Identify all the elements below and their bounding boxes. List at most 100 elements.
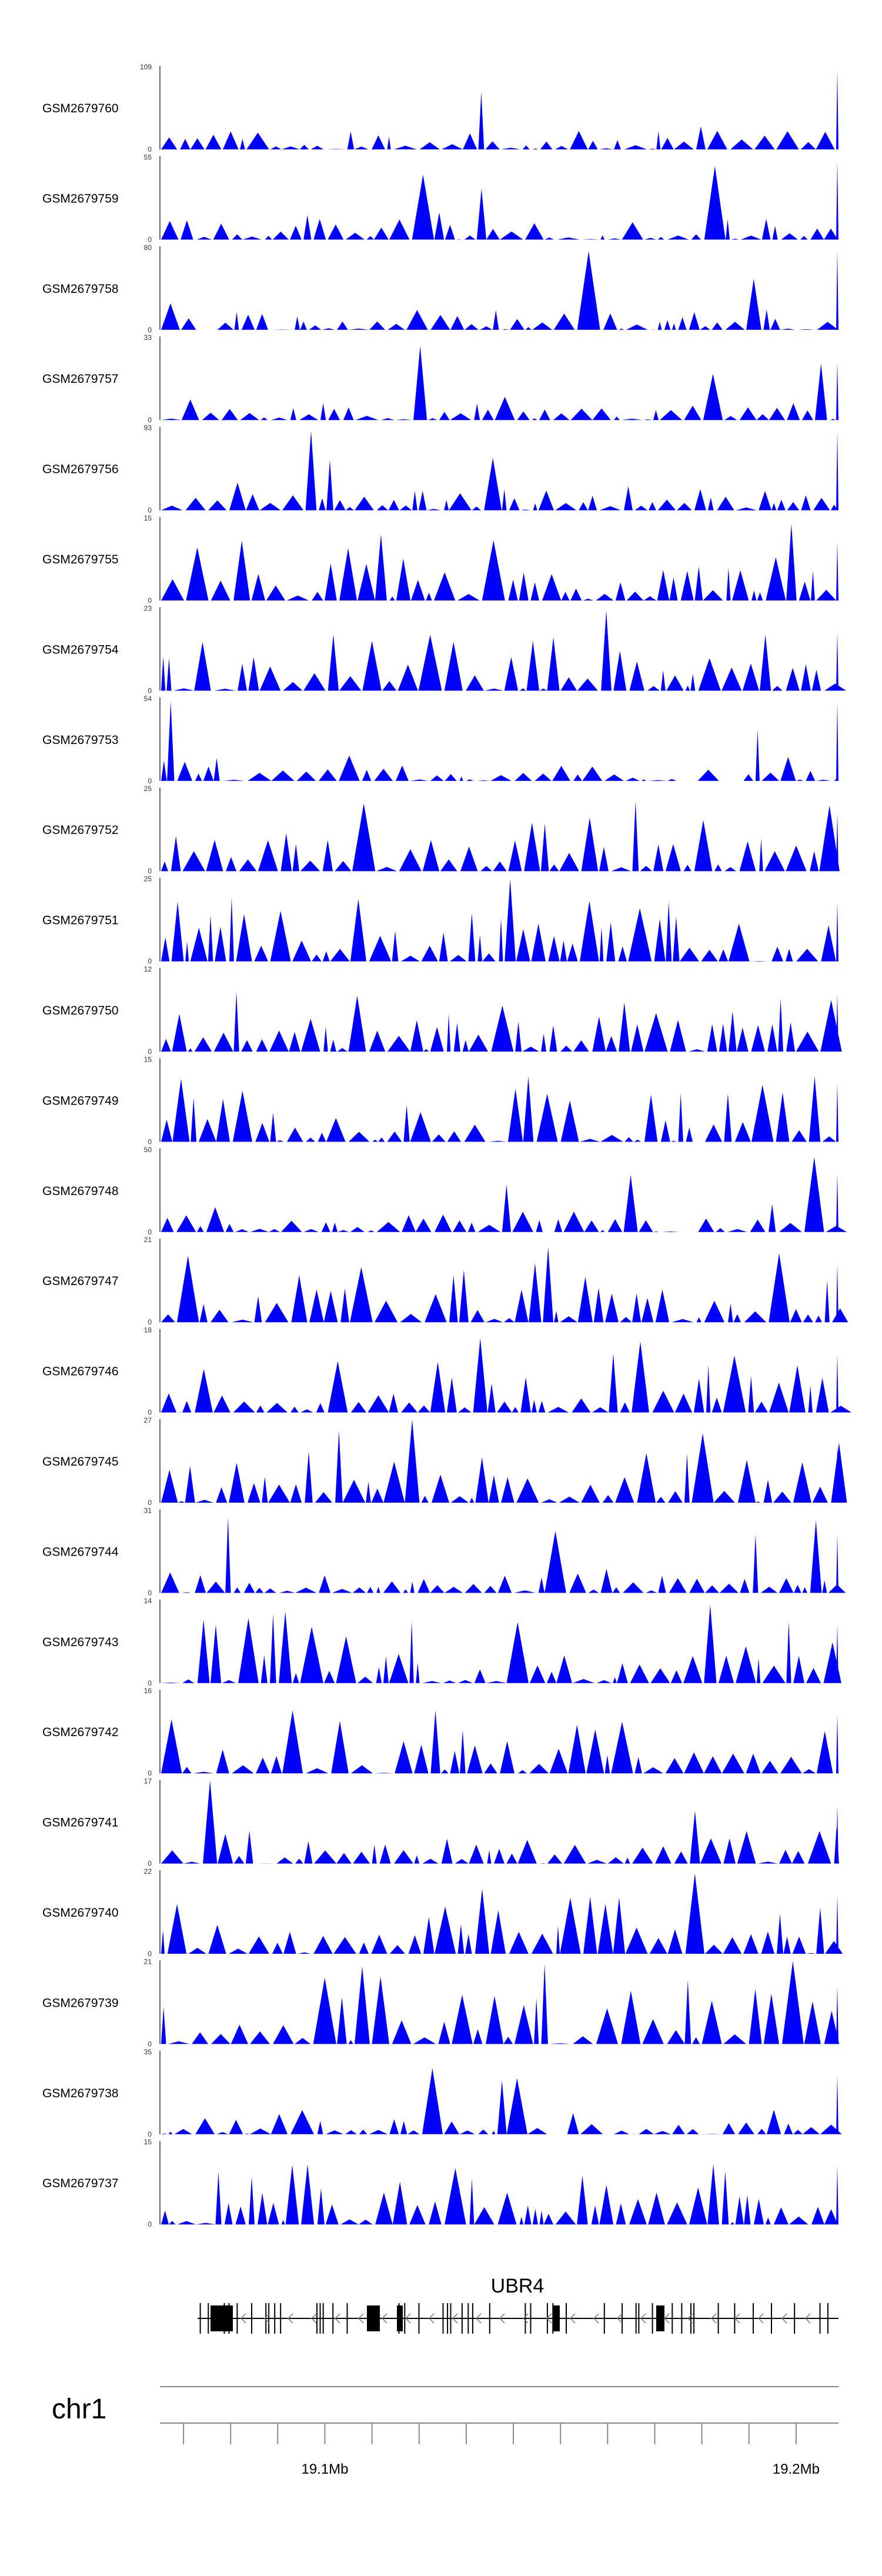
signal-area (160, 1338, 852, 1413)
track-label: GSM2679756 (42, 463, 119, 476)
axis-tick-label: 19.1Mb (301, 2461, 348, 2477)
signal-area (160, 346, 838, 421)
strand-arrow (428, 2313, 435, 2324)
strand-arrow (287, 2313, 293, 2324)
strand-arrow (710, 2313, 717, 2324)
track-label: GSM2679746 (42, 1365, 119, 1379)
signal-area (160, 1780, 839, 1864)
track-label: GSM2679737 (42, 2177, 119, 2190)
track-label: GSM2679757 (42, 372, 119, 386)
signal-area (160, 610, 846, 691)
gene-annotation-track: UBR4 (198, 2275, 838, 2334)
strand-arrow (593, 2313, 599, 2324)
track-ymin-label: 0 (148, 416, 152, 424)
track-ymin-label: 0 (148, 1409, 152, 1417)
strand-arrow (334, 2313, 340, 2324)
signal-area (160, 431, 838, 510)
track-GSM2679754: GSM2679754 23 0 (42, 604, 846, 695)
strand-arrow (781, 2313, 787, 2324)
track-ymax-label: 21 (144, 1957, 152, 1966)
track-ymax-label: 15 (144, 1055, 152, 1063)
signal-area (160, 1247, 848, 1323)
coding-exon (211, 2305, 233, 2331)
track-GSM2679742: GSM2679742 16 0 (42, 1687, 838, 1777)
track-label: GSM2679750 (42, 1004, 119, 1017)
strand-arrow (616, 2313, 623, 2324)
track-GSM2679758: GSM2679758 80 0 (42, 243, 838, 334)
gene-exons (199, 2303, 828, 2334)
strand-arrow (757, 2313, 764, 2324)
track-ymin-label: 0 (148, 506, 152, 515)
track-label: GSM2679744 (42, 1545, 119, 1559)
track-ymax-label: 15 (144, 514, 152, 522)
track-ymax-label: 15 (144, 2138, 152, 2146)
signal-tracks: GSM26797601090GSM2679759550GSM2679758800… (42, 63, 852, 2228)
signal-area (160, 800, 840, 872)
signal-area (160, 1517, 846, 1593)
track-ymin-label: 0 (148, 1047, 152, 1056)
track-ymin-label: 0 (148, 1137, 152, 1146)
signal-area (160, 1604, 841, 1683)
track-GSM2679753: GSM2679753 54 0 (42, 695, 839, 785)
track-label: GSM2679751 (42, 914, 119, 927)
track-GSM2679752: GSM2679752 25 0 (42, 785, 840, 875)
strand-arrow (381, 2313, 387, 2324)
strand-arrow (640, 2313, 646, 2324)
track-label: GSM2679748 (42, 1184, 119, 1198)
track-label: GSM2679758 (42, 282, 119, 296)
track-label: GSM2679754 (42, 643, 119, 656)
track-ymin-label: 0 (148, 1499, 152, 1507)
signal-area (160, 2068, 842, 2134)
track-ymin-label: 0 (148, 2220, 152, 2228)
track-label: GSM2679739 (42, 1996, 119, 2010)
track-ymax-label: 18 (144, 1326, 152, 1334)
track-ymax-label: 50 (144, 1146, 152, 1154)
track-GSM2679760: GSM2679760 109 0 (42, 63, 838, 154)
track-ymin-label: 0 (148, 235, 152, 243)
strand-arrow (405, 2313, 411, 2324)
track-ymax-label: 25 (144, 875, 152, 883)
track-GSM2679740: GSM2679740 22 0 (42, 1867, 843, 1958)
track-GSM2679746: GSM2679746 18 0 (42, 1326, 852, 1417)
strand-arrow (263, 2313, 270, 2324)
track-ymin-label: 0 (148, 1950, 152, 1958)
track-ymin-label: 0 (148, 2130, 152, 2138)
signal-area (160, 1419, 847, 1503)
track-label: GSM2679760 (42, 102, 119, 115)
signal-area (160, 992, 842, 1052)
track-GSM2679744: GSM2679744 31 0 (42, 1506, 846, 1597)
track-label: GSM2679752 (42, 823, 119, 837)
track-label: GSM2679753 (42, 733, 119, 747)
track-ymax-label: 25 (144, 785, 152, 793)
track-GSM2679737: GSM2679737 15 0 (42, 2138, 838, 2228)
track-ymax-label: 109 (140, 63, 152, 71)
strand-arrow (452, 2313, 458, 2324)
track-ymin-label: 0 (148, 1589, 152, 1597)
track-ymin-label: 0 (148, 1860, 152, 1868)
track-ymax-label: 33 (144, 333, 152, 342)
signal-area (160, 523, 838, 600)
track-ymin-label: 0 (148, 686, 152, 695)
strand-arrow (569, 2313, 576, 2324)
track-GSM2679759: GSM2679759 55 0 (42, 153, 838, 243)
strand-arrow (546, 2313, 552, 2324)
track-GSM2679756: GSM2679756 93 0 (42, 424, 838, 515)
strand-arrow (499, 2313, 505, 2324)
track-ymin-label: 0 (148, 777, 152, 785)
track-label: GSM2679741 (42, 1816, 119, 1830)
track-GSM2679749: GSM2679749 15 0 (42, 1055, 838, 1146)
track-GSM2679751: GSM2679751 25 0 (42, 875, 838, 966)
track-ymax-label: 27 (144, 1416, 152, 1424)
track-GSM2679745: GSM2679745 27 0 (42, 1416, 847, 1507)
signal-area (160, 1157, 847, 1232)
track-GSM2679739: GSM2679739 21 0 (42, 1957, 840, 2048)
track-label: GSM2679749 (42, 1094, 119, 1107)
track-GSM2679757: GSM2679757 33 0 (42, 333, 838, 424)
track-ymax-label: 80 (144, 243, 152, 252)
track-ymin-label: 0 (148, 145, 152, 154)
signal-area (160, 160, 838, 240)
signal-area (160, 701, 839, 781)
signal-area (160, 879, 838, 962)
strand-arrow (734, 2313, 740, 2324)
